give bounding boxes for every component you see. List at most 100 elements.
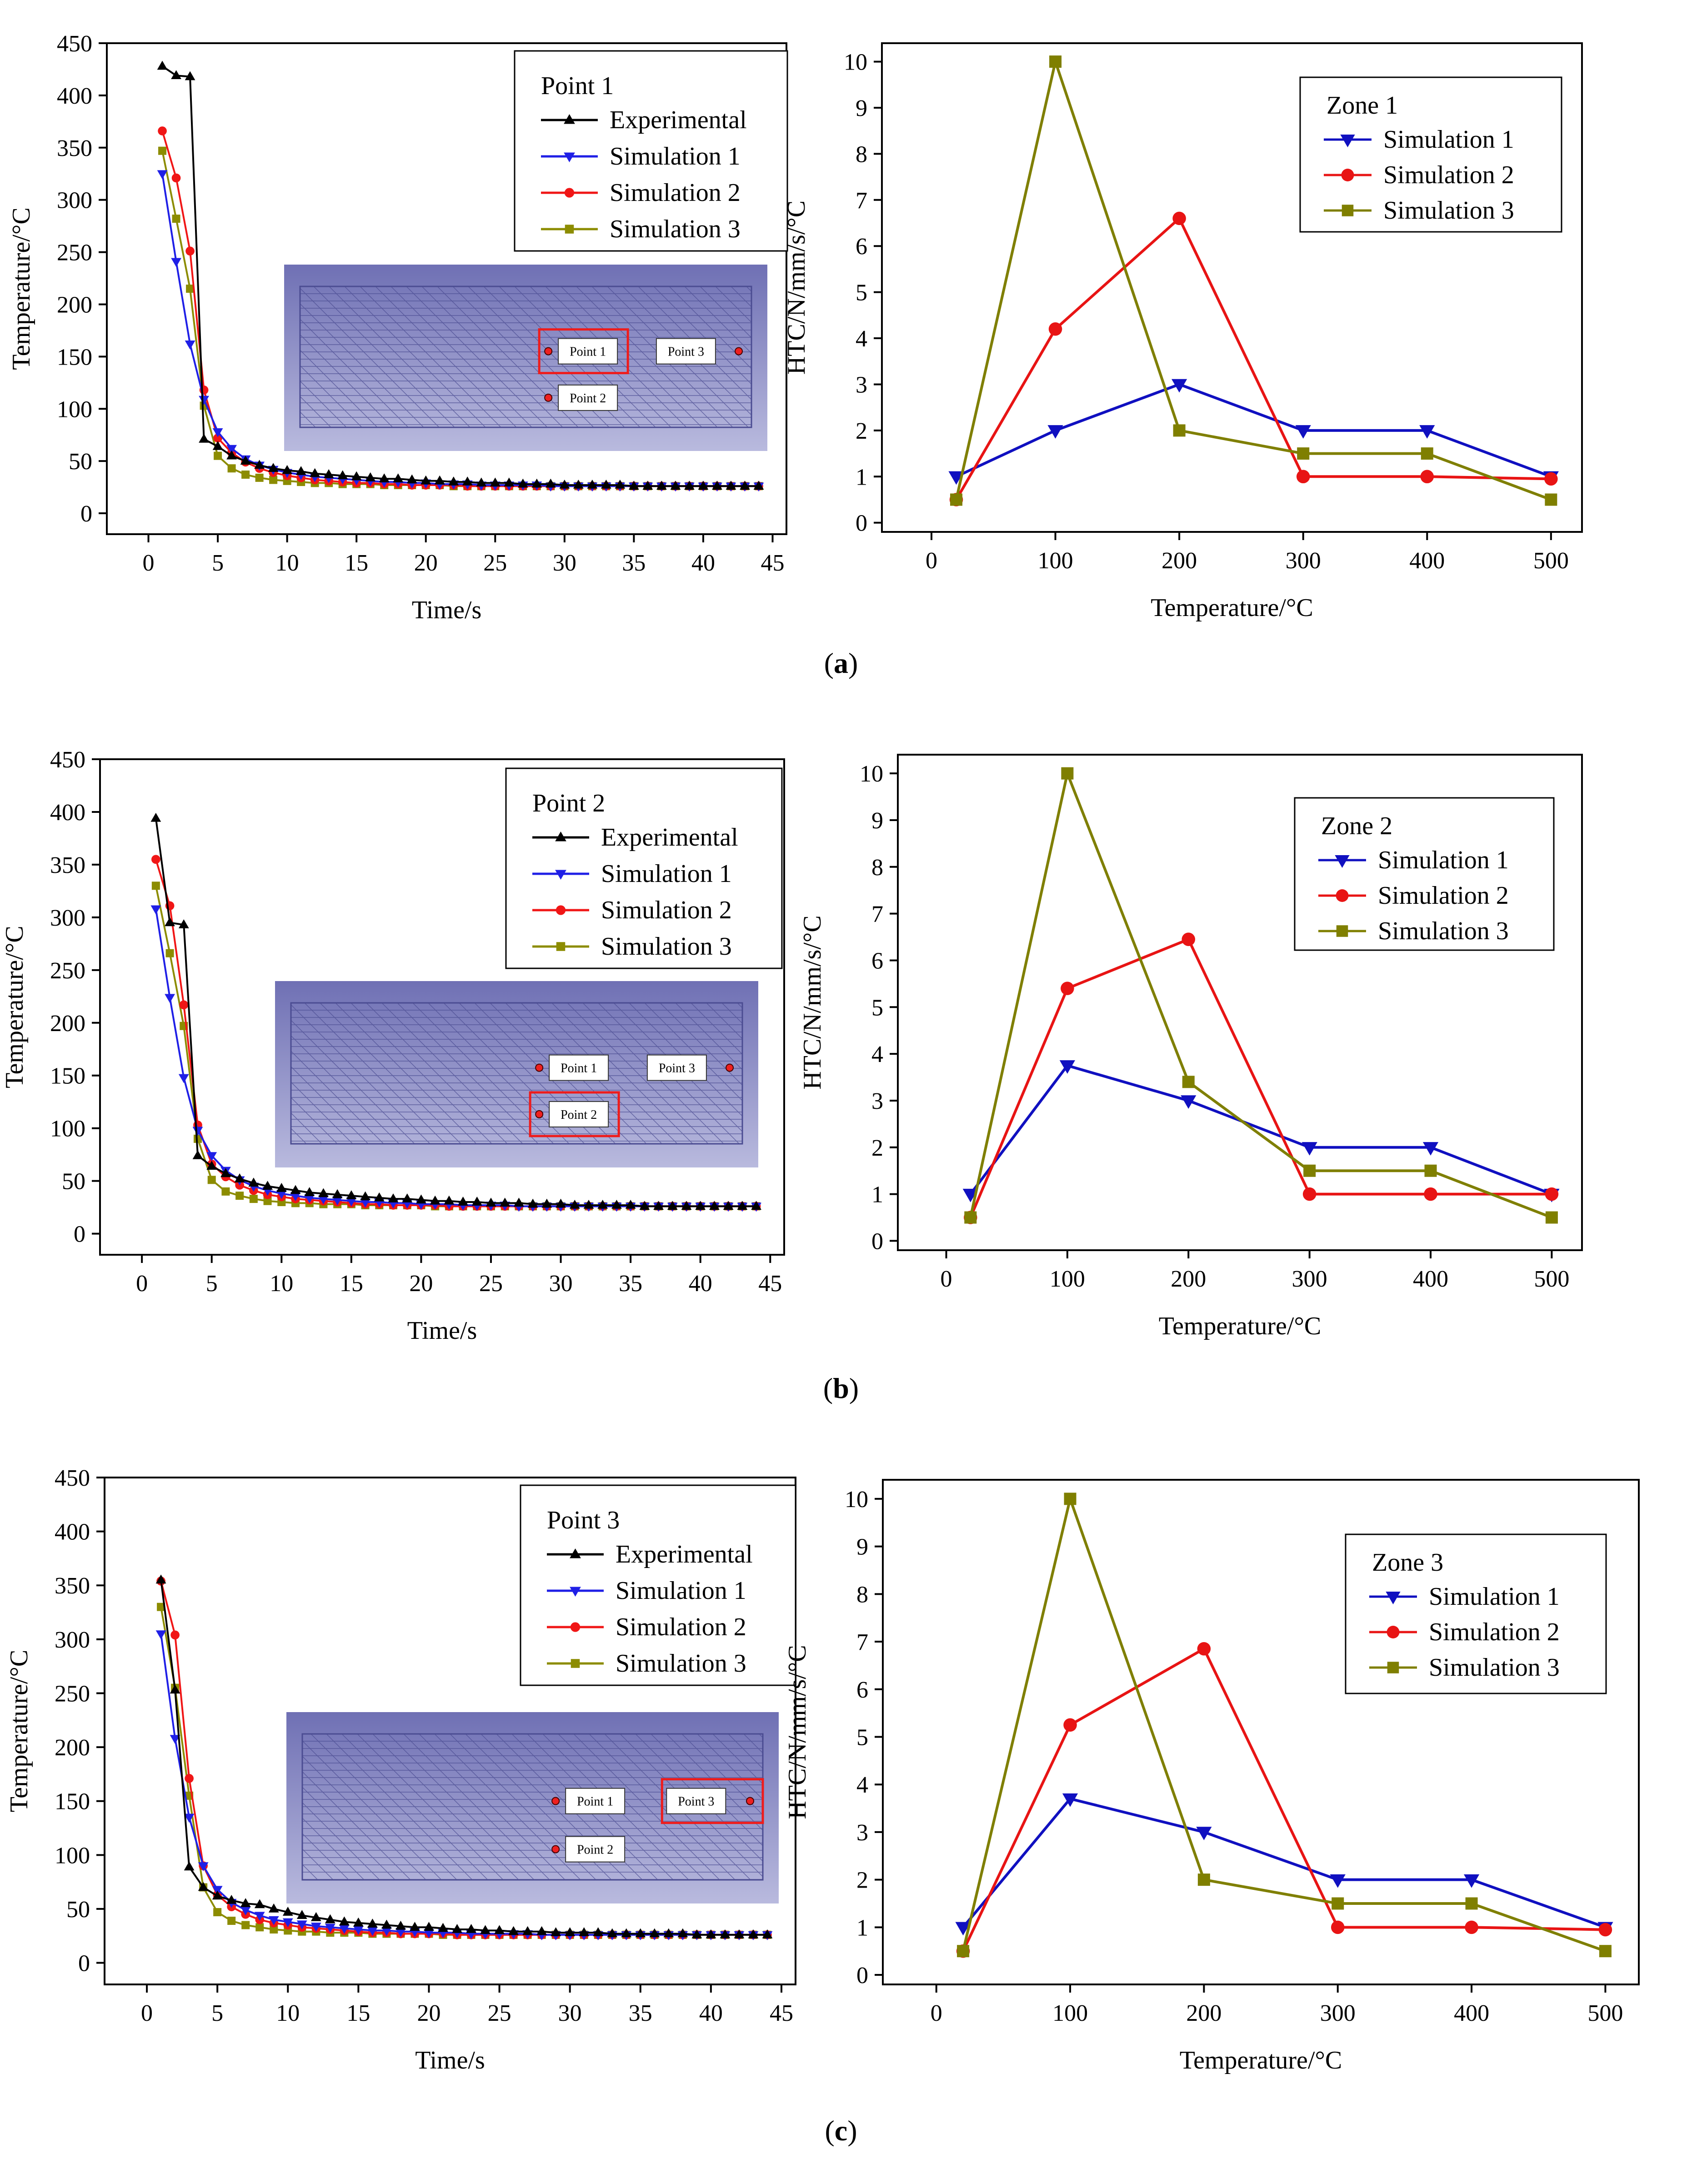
- y-tick-label: 8: [856, 141, 867, 167]
- data-point: [748, 1929, 759, 1939]
- data-point: [551, 1927, 561, 1936]
- data-point: [642, 481, 653, 490]
- data-point: [1059, 1060, 1076, 1074]
- data-point: [416, 1194, 426, 1204]
- x-tick-label: 25: [483, 550, 507, 576]
- data-point: [367, 1919, 378, 1928]
- x-tick-label: 400: [1409, 548, 1445, 574]
- x-tick-label: 20: [417, 2000, 441, 2026]
- data-point: [165, 917, 175, 927]
- data-point: [667, 1201, 678, 1210]
- y-tick-label: 450: [50, 747, 85, 773]
- panel-label-paren: ): [848, 647, 858, 679]
- data-point: [684, 481, 695, 490]
- x-tick-label: 0: [141, 2000, 153, 2026]
- data-point: [178, 919, 189, 928]
- y-tick-label: 9: [871, 808, 883, 834]
- legend-label: Simulation 3: [1378, 917, 1509, 945]
- data-point: [207, 1176, 216, 1184]
- data-point: [212, 1890, 223, 1900]
- point-marker: [544, 393, 553, 402]
- legend-marker: [1336, 889, 1349, 902]
- x-tick-label: 10: [275, 550, 299, 576]
- data-point: [240, 456, 251, 465]
- data-point: [227, 1917, 236, 1925]
- legend-marker: [1387, 1662, 1399, 1673]
- highlight-box: [529, 1091, 620, 1137]
- data-point: [339, 1924, 350, 1934]
- data-point: [720, 1929, 731, 1939]
- mesh-line: [691, 1002, 743, 1055]
- series-line: [969, 937, 1552, 1218]
- data-point: [950, 493, 963, 506]
- data-point: [1420, 470, 1434, 484]
- highlight-box: [538, 328, 629, 375]
- data-point: [1545, 1187, 1559, 1201]
- point-tag: [549, 1054, 609, 1081]
- data-point: [471, 1197, 482, 1206]
- y-tick-label: 3: [856, 372, 867, 398]
- data-point: [531, 478, 542, 488]
- data-point: [155, 1630, 166, 1639]
- mesh-line: [300, 334, 393, 428]
- legend-label: Simulation 3: [1429, 1653, 1560, 1682]
- legend-marker: [1387, 1626, 1400, 1638]
- mesh-line: [310, 1733, 457, 1880]
- data-point: [282, 1918, 293, 1928]
- data-point: [556, 1198, 566, 1208]
- data-point: [490, 477, 501, 487]
- y-tick-label: 1: [856, 464, 867, 490]
- x-tick-label: 45: [770, 2000, 793, 2026]
- data-point: [639, 1201, 650, 1210]
- x-tick-label: 5: [206, 1271, 218, 1297]
- y-tick-label: 0: [80, 501, 92, 527]
- data-point: [691, 1929, 702, 1939]
- mesh-line: [706, 1002, 743, 1039]
- y-tick-label: 1: [871, 1182, 883, 1208]
- data-point: [198, 1882, 209, 1891]
- data-point: [1061, 982, 1074, 995]
- mesh-line: [375, 286, 517, 428]
- mesh-line: [551, 1002, 693, 1144]
- data-point: [226, 1894, 237, 1904]
- y-tick-label: 400: [57, 83, 92, 109]
- mesh-line: [728, 1733, 763, 1769]
- y-tick-label: 0: [856, 511, 867, 536]
- data-point: [157, 60, 168, 70]
- mesh-line: [697, 1733, 763, 1800]
- data-point: [157, 170, 168, 180]
- legend-title: Zone 2: [1321, 812, 1392, 840]
- legend-marker: [571, 1659, 580, 1668]
- mesh-outline: [290, 1002, 743, 1145]
- data-point: [192, 1127, 203, 1136]
- point-marker: [551, 1845, 560, 1853]
- y-tick-label: 350: [55, 1573, 90, 1599]
- y-tick-label: 100: [55, 1843, 90, 1868]
- data-point: [1463, 1874, 1480, 1888]
- data-point: [740, 481, 750, 490]
- y-tick-label: 2: [856, 418, 867, 444]
- data-point: [151, 855, 160, 864]
- data-point: [241, 1921, 250, 1929]
- legend-marker: [570, 1548, 581, 1558]
- data-point: [171, 173, 181, 183]
- mesh-line: [759, 1733, 763, 1738]
- data-point: [241, 471, 250, 479]
- y-tick-label: 300: [50, 905, 85, 931]
- mesh-line: [302, 1833, 349, 1880]
- data-point: [1332, 1897, 1344, 1910]
- mesh-line: [437, 286, 579, 428]
- data-point: [296, 1910, 307, 1919]
- data-point: [310, 468, 320, 477]
- data-point: [706, 1929, 716, 1939]
- mesh-line: [300, 303, 424, 428]
- data-point: [579, 1927, 590, 1936]
- point-tag-label: Point 2: [570, 391, 606, 406]
- panel-label-paren: ): [847, 2114, 857, 2147]
- data-point: [325, 1924, 335, 1933]
- point-tag-label: Point 2: [577, 1843, 613, 1857]
- data-point: [517, 478, 528, 488]
- mesh-line: [357, 1733, 504, 1880]
- data-point: [151, 882, 160, 890]
